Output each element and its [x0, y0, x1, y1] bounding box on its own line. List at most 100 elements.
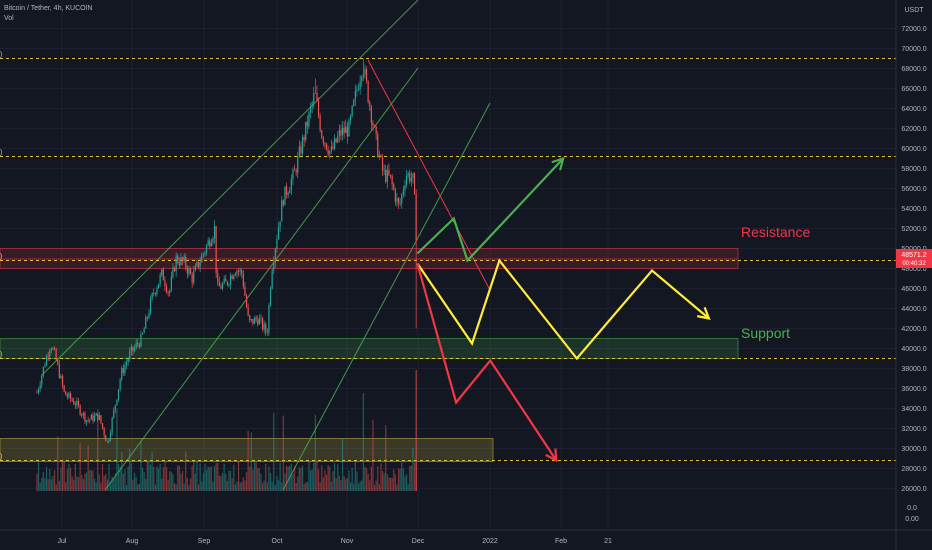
candle-body — [145, 317, 147, 329]
candle-body — [231, 275, 233, 279]
volume-bar — [356, 471, 358, 491]
candle-body — [292, 169, 294, 180]
lower-zone — [0, 438, 494, 462]
candle-body — [117, 389, 120, 400]
candle-body — [367, 81, 369, 103]
candle-body — [58, 364, 60, 378]
projection-yellow-arrowhead — [696, 306, 711, 320]
candle-body — [375, 126, 377, 135]
candle-body — [47, 356, 49, 358]
candle-body — [253, 317, 256, 324]
level-edge-marker: ) — [0, 254, 2, 261]
price-tick-label: 56000.0 — [901, 186, 926, 193]
candle-body — [193, 270, 195, 283]
volume-bar — [332, 471, 334, 491]
candle-body — [359, 81, 361, 90]
candle-body — [229, 275, 232, 285]
symbol-title[interactable]: Bitcoin / Tether, 4h, KUCOIN — [4, 5, 93, 12]
candle-body — [105, 435, 107, 442]
candle-body — [369, 102, 371, 107]
candle-body — [409, 173, 411, 182]
trend-channels — [41, 0, 491, 491]
volume-indicator-label[interactable]: Vol — [4, 15, 14, 22]
candle-body — [156, 288, 158, 294]
candle-body — [205, 245, 208, 253]
level-edge-marker: ) — [0, 352, 2, 359]
volume-bar — [165, 467, 168, 491]
volume-bar — [281, 482, 283, 491]
candle-body — [297, 156, 299, 173]
price-tick-label: 26000.0 — [901, 486, 926, 493]
volume-bar — [81, 474, 83, 491]
volume-bar — [260, 473, 262, 491]
volume-bar — [157, 468, 160, 491]
candle-body — [364, 69, 366, 75]
candle-body — [60, 375, 62, 378]
candle-body — [188, 268, 190, 274]
volume-bar — [309, 470, 312, 491]
volume-bar — [337, 464, 339, 491]
candle-body — [311, 103, 313, 107]
candle-body — [348, 120, 350, 137]
candle-body — [148, 313, 150, 318]
price-tick-label: 70000.0 — [901, 46, 926, 53]
candle-body — [317, 100, 320, 116]
time-axis[interactable]: Jul Aug Sep Oct Nov Dec 2022 Feb 21 — [0, 529, 932, 545]
volume-bar — [289, 465, 291, 491]
volume-bar — [36, 473, 38, 491]
volume-bar — [125, 484, 128, 491]
candle-body — [383, 169, 385, 171]
candle-body — [250, 319, 252, 321]
candle-body — [132, 346, 134, 351]
volume-bar — [239, 482, 241, 491]
volume-bar — [266, 482, 268, 491]
volume-bar — [55, 484, 57, 491]
volume-bar — [370, 466, 372, 491]
volume-bar — [92, 470, 94, 491]
volume-bar — [71, 476, 73, 491]
volume-bar — [188, 484, 190, 491]
candle-body — [213, 226, 216, 239]
candle-body — [393, 184, 395, 190]
candle-body — [313, 93, 315, 104]
projection-yellow-line — [416, 258, 710, 361]
price-tick-label: 34000.0 — [901, 406, 926, 413]
candle-body — [170, 276, 172, 291]
candle-body — [125, 362, 128, 366]
volume-bars — [36, 370, 417, 491]
volume-bar — [170, 471, 172, 491]
volume-bar — [372, 419, 374, 491]
price-axis-currency: USDT — [904, 7, 924, 14]
candle-body — [370, 106, 372, 123]
volume-bar — [49, 468, 51, 491]
candle-body — [325, 143, 328, 150]
candle-body — [324, 142, 326, 144]
volume-bar — [401, 462, 403, 491]
candle-body — [314, 92, 316, 94]
candle-body — [373, 125, 376, 127]
price-tick-label: 68000.0 — [901, 66, 926, 73]
price-tick-label: 28000.0 — [901, 466, 926, 473]
candle-body — [316, 92, 318, 101]
level-edge-marker: ) — [0, 150, 2, 157]
volume-bar — [178, 465, 180, 491]
volume-bar — [389, 477, 392, 491]
price-axis[interactable]: USDT 26000.0 28000.0 30000.0 32000.0 34000.0… — [895, 0, 927, 550]
candle-body — [133, 347, 136, 351]
candle-body — [173, 267, 176, 272]
candle-body — [37, 389, 40, 393]
volume-bar — [300, 467, 302, 491]
volume-bar — [263, 480, 265, 491]
candle-body — [306, 121, 308, 127]
candle-body — [52, 348, 54, 350]
candle-body — [337, 135, 339, 143]
volume-bar — [322, 477, 324, 491]
volume-bar — [103, 475, 105, 491]
volume-bar — [154, 484, 156, 491]
volume-bar — [351, 467, 353, 491]
candle-body — [388, 169, 390, 175]
volume-bar — [89, 469, 91, 491]
volume-bar — [145, 478, 147, 491]
candle-body — [332, 146, 334, 149]
